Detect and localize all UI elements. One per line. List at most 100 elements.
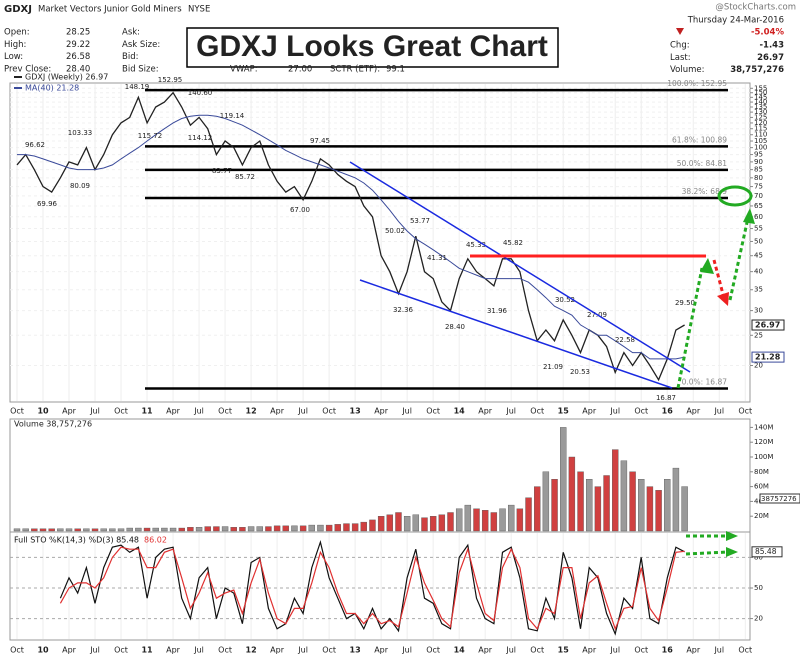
price-annotation: 28.40: [445, 323, 465, 331]
volume-bar: [256, 526, 263, 532]
x-tick-label: Oct: [634, 646, 648, 655]
quote-label: High:: [4, 40, 26, 50]
volume-bar: [308, 524, 315, 532]
volume-bar: [421, 517, 428, 532]
volume-bar: [299, 525, 307, 532]
volume-bar: [187, 527, 194, 532]
price-annotation: 97.45: [310, 137, 330, 145]
volume-bar: [490, 512, 498, 532]
price-annotation: 83.77: [212, 167, 232, 175]
x-tick-label: 10: [37, 646, 49, 655]
volume-bar: [178, 527, 185, 532]
y-tick-label: 80: [754, 174, 763, 182]
y-tick-label: 120M: [754, 438, 773, 446]
x-tick-label: 15: [558, 646, 570, 655]
y-tick-label: 95: [754, 151, 763, 159]
x-tick-label: Apr: [374, 646, 389, 655]
volume-bar: [551, 479, 558, 532]
chart-title: GDXJ Looks Great Chart: [196, 30, 548, 63]
price-annotation: 32.36: [393, 306, 414, 314]
price-annotation: 31.96: [487, 307, 508, 315]
volume-bar: [525, 497, 532, 532]
price-annotation: 45.82: [503, 239, 523, 247]
volume-bar: [221, 526, 229, 532]
y-tick-label: 110: [754, 131, 767, 139]
x-tick-label: Apr: [478, 646, 493, 655]
volume-bar: [395, 512, 402, 532]
x-tick-label: Oct: [426, 646, 440, 655]
price-annotation: 41.31: [427, 254, 447, 262]
book-label: Bid:: [122, 52, 138, 62]
quote-label: Open:: [4, 28, 30, 38]
x-tick-label: Jul: [297, 407, 308, 416]
volume-bar: [516, 508, 524, 532]
x-tick-label: Apr: [686, 407, 701, 416]
y-tick-label: 55: [754, 225, 763, 233]
volume-bar: [386, 514, 394, 532]
volume-bar: [499, 508, 506, 532]
volume-bar: [629, 471, 636, 532]
y-tick-label: 40: [754, 268, 763, 276]
series-line: [17, 114, 685, 360]
price-annotation: 85.72: [235, 173, 255, 181]
x-tick-label: Jul: [193, 646, 204, 655]
volume-bar: [447, 512, 454, 532]
volume-bar: [534, 486, 541, 532]
volume-bar: [343, 523, 350, 532]
x-tick-label: 15: [558, 407, 570, 416]
x-tick-label: Oct: [218, 646, 232, 655]
y-tick-label: 80M: [754, 468, 769, 476]
price-annotation: 103.33: [68, 129, 93, 137]
volume-bar: [325, 524, 333, 532]
volume-bar: [31, 528, 38, 532]
volume-bar: [247, 526, 255, 532]
summary-value: 38,757,276: [730, 65, 784, 75]
legend-label: Full STO %K(14,3) %D(3) 85.48: [14, 536, 139, 545]
x-tick-label: Apr: [62, 407, 77, 416]
x-tick-label: 13: [350, 407, 361, 416]
arrow: [676, 267, 704, 389]
title-box: [186, 27, 559, 68]
legend-label: Volume 38,757,276: [14, 420, 92, 429]
price-annotation: 16.87: [656, 394, 676, 402]
volume-bar: [560, 427, 567, 532]
volume-bar: [83, 528, 90, 532]
quote-value: 26.58: [66, 52, 90, 62]
quote-value: 28.40: [66, 64, 90, 74]
price-annotation: 20.53: [570, 368, 590, 376]
volume-bar: [681, 486, 688, 532]
y-tick-label: 80: [754, 553, 763, 561]
price-annotation: 152.95: [158, 76, 183, 84]
arrow-head: [700, 258, 714, 274]
volume-bar: [603, 475, 610, 532]
volume-bar: [204, 526, 211, 532]
summary-value: -1.43: [760, 41, 785, 51]
summary-label: Last:: [670, 53, 691, 63]
y-tick-label: 115: [754, 125, 767, 133]
volume-bar: [403, 516, 411, 532]
y-tick-label: 70: [754, 192, 763, 200]
volume-bar: [152, 527, 159, 532]
series-line: [16, 91, 685, 382]
volume-bar: [369, 519, 376, 532]
volume-bar: [568, 456, 576, 532]
y-tick-label: 25: [754, 331, 763, 339]
x-tick-label: Jul: [713, 646, 724, 655]
price-annotation: 29.50: [675, 299, 695, 307]
last-value-box: [751, 319, 785, 331]
x-tick-label: 11: [141, 646, 153, 655]
volume-bar: [412, 514, 420, 532]
volume-bar: [13, 528, 21, 532]
x-tick-label: Jul: [297, 646, 308, 655]
trendline: [349, 161, 691, 373]
y-tick-label: 100: [754, 144, 767, 152]
y-tick-label: 100M: [754, 453, 773, 461]
x-tick-label: Oct: [114, 646, 128, 655]
legend-label: 86.02: [144, 536, 167, 545]
y-tick-label: 20M: [754, 512, 769, 520]
price-annotation: 114.12: [188, 134, 213, 142]
x-tick-label: 14: [454, 407, 466, 416]
volume-bar: [612, 449, 619, 532]
volume-bar: [638, 479, 645, 532]
